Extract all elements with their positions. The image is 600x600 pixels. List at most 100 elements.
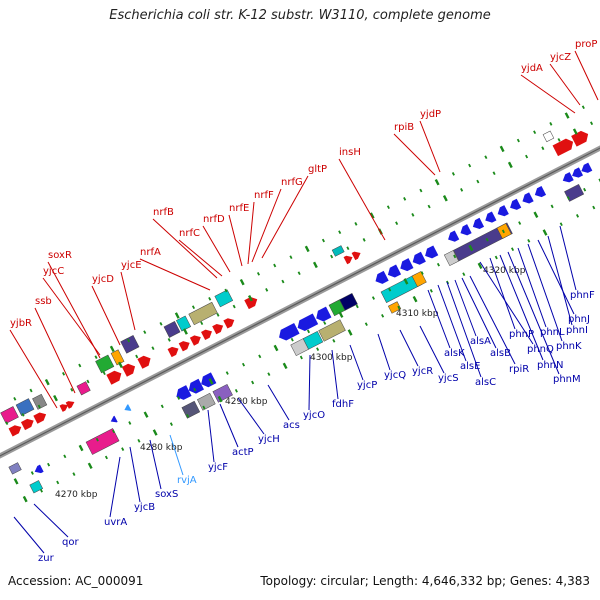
gene-block[interactable] — [188, 301, 218, 326]
gene-block[interactable] — [8, 462, 22, 475]
gene-label[interactable]: phnL — [540, 327, 565, 338]
gene-block[interactable] — [0, 406, 19, 424]
reverse-gene-arrow[interactable] — [508, 198, 522, 212]
gene-label[interactable]: alsA — [470, 336, 491, 347]
gene-label[interactable]: yjcS — [438, 373, 459, 384]
forward-gene-arrow[interactable] — [20, 417, 36, 431]
gene-block[interactable] — [85, 428, 120, 455]
gene-block[interactable] — [302, 330, 324, 350]
gene-block[interactable] — [387, 301, 402, 314]
gene-label[interactable]: nrfC — [179, 228, 200, 239]
gene-label[interactable]: phnI — [566, 325, 588, 336]
gene-block[interactable] — [339, 292, 358, 311]
reverse-gene-arrow[interactable] — [520, 192, 534, 205]
gene-label[interactable]: nrfF — [254, 190, 274, 201]
reverse-gene-arrow[interactable] — [398, 258, 414, 273]
forward-gene-arrow[interactable] — [571, 129, 591, 147]
reverse-gene-arrow[interactable] — [533, 186, 547, 199]
forward-gene-arrow[interactable] — [201, 327, 214, 340]
gene-label[interactable]: nrfE — [229, 203, 249, 214]
gene-label[interactable]: yjcB — [134, 502, 155, 513]
gene-block[interactable] — [542, 130, 555, 143]
gene-block[interactable] — [453, 222, 513, 262]
gene-label[interactable]: nrfA — [140, 247, 161, 258]
forward-gene-arrow[interactable] — [223, 316, 236, 329]
forward-gene-arrow[interactable] — [106, 369, 123, 385]
forward-gene-arrow[interactable] — [8, 423, 24, 437]
forward-gene-arrow[interactable] — [552, 136, 576, 157]
reverse-gene-arrow[interactable] — [109, 415, 118, 425]
reverse-gene-arrow[interactable] — [314, 306, 332, 324]
gene-label[interactable]: soxS — [155, 489, 178, 500]
gene-label[interactable]: yjdP — [420, 109, 441, 120]
gene-label[interactable]: yjcE — [121, 260, 142, 271]
forward-gene-arrow[interactable] — [189, 333, 203, 346]
gene-label[interactable]: yjdA — [521, 63, 543, 74]
gene-label[interactable]: rpiR — [509, 364, 529, 375]
gene-label[interactable]: yjcF — [208, 462, 228, 473]
gene-label[interactable]: zur — [38, 553, 55, 564]
gene-label[interactable]: gltP — [308, 164, 327, 175]
gene-label[interactable]: nrfG — [281, 177, 303, 188]
reverse-gene-arrow[interactable] — [471, 217, 485, 231]
gene-block[interactable] — [95, 354, 115, 374]
reverse-gene-arrow[interactable] — [373, 270, 389, 286]
gene-label[interactable]: phnN — [537, 360, 564, 371]
gene-label[interactable]: proP — [575, 39, 597, 50]
reverse-gene-arrow[interactable] — [570, 167, 584, 180]
reverse-gene-arrow[interactable] — [483, 211, 497, 224]
gene-label[interactable]: phnQ — [527, 344, 554, 355]
gene-block[interactable] — [163, 321, 181, 338]
gene-label[interactable]: phnP — [509, 329, 534, 340]
reverse-gene-arrow[interactable] — [276, 323, 300, 343]
gene-label[interactable]: nrfB — [153, 207, 174, 218]
reverse-gene-arrow[interactable] — [123, 404, 132, 413]
reverse-gene-arrow[interactable] — [174, 385, 192, 402]
gene-label[interactable]: yjcH — [258, 434, 280, 445]
gene-label[interactable]: yjcD — [92, 274, 114, 285]
forward-gene-arrow[interactable] — [351, 249, 363, 261]
gene-block[interactable] — [176, 315, 192, 332]
forward-gene-arrow[interactable] — [212, 322, 225, 335]
gene-label[interactable]: acs — [283, 420, 300, 431]
gene-label[interactable]: yjcO — [303, 410, 325, 421]
gene-label[interactable]: nrfD — [203, 214, 225, 225]
forward-gene-arrow[interactable] — [121, 361, 138, 377]
gene-block[interactable] — [443, 250, 459, 266]
gene-label[interactable]: alsE — [460, 361, 480, 372]
reverse-gene-arrow[interactable] — [186, 378, 204, 396]
gene-label[interactable]: uvrA — [104, 517, 127, 528]
gene-label[interactable]: yjcQ — [384, 370, 406, 381]
gene-label[interactable]: yjbR — [10, 318, 32, 329]
reverse-gene-arrow[interactable] — [385, 264, 402, 280]
reverse-gene-arrow[interactable] — [561, 172, 574, 185]
forward-gene-arrow[interactable] — [33, 410, 48, 424]
gene-label[interactable]: yjcR — [412, 366, 433, 377]
gene-block[interactable] — [181, 400, 201, 419]
gene-label[interactable]: phnM — [553, 374, 581, 385]
forward-gene-arrow[interactable] — [167, 345, 181, 358]
gene-block[interactable] — [331, 245, 345, 257]
forward-gene-arrow[interactable] — [137, 354, 153, 369]
gene-label[interactable]: ssb — [35, 296, 52, 307]
gene-block[interactable] — [214, 289, 234, 308]
gene-label[interactable]: alsK — [444, 348, 465, 359]
gene-label[interactable]: rvjA — [177, 475, 197, 486]
gene-block[interactable] — [120, 334, 140, 354]
forward-gene-arrow[interactable] — [244, 295, 259, 310]
reverse-gene-arrow[interactable] — [295, 313, 319, 333]
gene-block[interactable] — [76, 381, 91, 396]
gene-block[interactable] — [212, 384, 233, 403]
reverse-gene-arrow[interactable] — [423, 245, 439, 260]
gene-block[interactable] — [32, 393, 48, 410]
gene-block[interactable] — [197, 392, 216, 411]
reverse-gene-arrow[interactable] — [33, 464, 44, 476]
gene-block[interactable] — [411, 271, 427, 288]
gene-block[interactable] — [318, 319, 346, 342]
gene-label[interactable]: yjcZ — [550, 52, 571, 63]
gene-block[interactable] — [564, 184, 585, 202]
gene-block[interactable] — [29, 480, 44, 494]
gene-label[interactable]: alsC — [475, 377, 496, 388]
gene-label[interactable]: alsB — [490, 348, 511, 359]
forward-gene-arrow[interactable] — [343, 254, 355, 265]
